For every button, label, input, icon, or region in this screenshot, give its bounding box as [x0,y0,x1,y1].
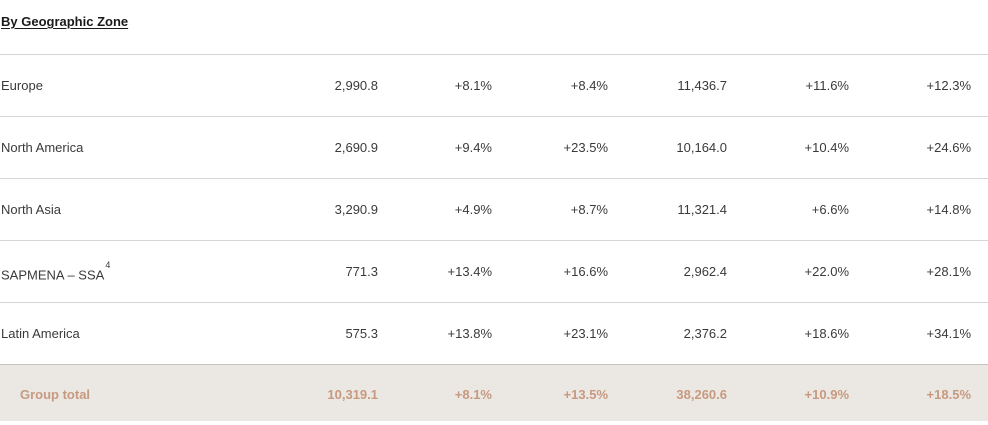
value-cell: +10.4% [804,140,849,155]
zone-label: North America [1,140,84,155]
zone-label: North Asia [1,202,61,217]
value-cell: +23.1% [563,326,608,341]
value-cell: 11,321.4 [677,202,727,217]
zone-name: North Asia [1,179,61,240]
value-cell: +8.7% [570,202,608,217]
value-cell: 3,290.9 [334,202,378,217]
value-cell: +4.9% [454,202,492,217]
value-cell: 2,962.4 [683,264,727,279]
value-cell: 2,376.2 [683,326,727,341]
total-value-cell: +18.5% [926,387,971,402]
value-cell: 11,436.7 [677,78,727,93]
table-row: Latin America 575.3 +13.8% +23.1% 2,376.… [0,302,988,364]
value-cell: +12.3% [926,78,971,93]
value-cell: +18.6% [804,326,849,341]
value-cell: +11.6% [805,78,850,93]
value-cell: +6.6% [811,202,849,217]
zone-name: Europe [1,55,43,116]
value-cell: +23.5% [563,140,608,155]
total-value-cell: 10,319.1 [327,387,378,402]
value-cell: +28.1% [926,264,971,279]
value-cell: 2,690.9 [334,140,378,155]
value-cell: +9.4% [454,140,492,155]
zone-name: North America [1,117,83,178]
table-row: Europe 2,990.8 +8.1% +8.4% 11,436.7 +11.… [0,54,988,116]
value-cell: +24.6% [926,140,971,155]
zone-name: Latin America [1,303,80,364]
zone-label: SAPMENA – SSA [1,267,105,283]
group-total-row: Group total 10,319.1 +8.1% +13.5% 38,260… [0,364,988,421]
zone-name: SAPMENA – SSA4 [1,241,110,302]
zone-label: Europe [1,78,43,93]
value-cell: +8.1% [454,78,492,93]
value-cell: +34.1% [926,326,971,341]
value-cell: +13.4% [447,264,492,279]
section-heading-link[interactable]: By Geographic Zone [1,14,129,29]
footnote-marker: 4 [105,260,111,270]
geographic-zone-table: Europe 2,990.8 +8.1% +8.4% 11,436.7 +11.… [0,54,988,421]
value-cell: 771.3 [345,264,378,279]
value-cell: +16.6% [563,264,608,279]
total-value-cell: +13.5% [563,387,608,402]
total-value-cell: +8.1% [454,387,492,402]
table-row: SAPMENA – SSA4 771.3 +13.4% +16.6% 2,962… [0,240,988,302]
table-row: North America 2,690.9 +9.4% +23.5% 10,16… [0,116,988,178]
table-row: North Asia 3,290.9 +4.9% +8.7% 11,321.4 … [0,178,988,240]
total-value-cell: 38,260.6 [676,387,727,402]
value-cell: 10,164.0 [676,140,727,155]
value-cell: 2,990.8 [334,78,378,93]
value-cell: +13.8% [447,326,492,341]
value-cell: +22.0% [804,264,849,279]
group-total-label: Group total [20,387,91,402]
zone-label: Latin America [1,326,80,341]
value-cell: 575.3 [345,326,378,341]
value-cell: +14.8% [926,202,971,217]
total-value-cell: +10.9% [804,387,849,402]
value-cell: +8.4% [570,78,608,93]
